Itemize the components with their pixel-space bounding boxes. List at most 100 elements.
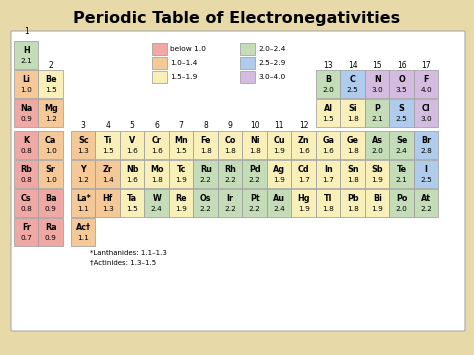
- Bar: [365, 131, 390, 159]
- Text: 1.8: 1.8: [347, 206, 359, 212]
- Text: 2.4: 2.4: [151, 206, 163, 212]
- Text: W: W: [152, 194, 161, 203]
- Bar: [267, 160, 292, 188]
- Bar: [120, 160, 145, 188]
- Bar: [152, 57, 167, 69]
- Text: Os: Os: [200, 194, 211, 203]
- FancyBboxPatch shape: [11, 31, 465, 331]
- Bar: [365, 189, 390, 217]
- Text: 1.8: 1.8: [347, 116, 359, 122]
- Text: 2.0–2.4: 2.0–2.4: [258, 46, 285, 52]
- Text: Mg: Mg: [44, 104, 58, 113]
- Text: 1.8: 1.8: [200, 148, 212, 154]
- Bar: [267, 189, 292, 217]
- Bar: [390, 189, 414, 217]
- Bar: [414, 99, 438, 127]
- Text: 1.7: 1.7: [298, 177, 310, 183]
- Text: 3.0: 3.0: [420, 116, 432, 122]
- Bar: [340, 160, 365, 188]
- Bar: [38, 218, 63, 246]
- Text: 1.0–1.4: 1.0–1.4: [170, 60, 197, 66]
- Text: 10: 10: [250, 121, 260, 131]
- Text: 2.1: 2.1: [396, 177, 408, 183]
- Text: Zn: Zn: [298, 136, 310, 145]
- Text: 1.5: 1.5: [102, 148, 114, 154]
- Text: 1.6: 1.6: [151, 148, 163, 154]
- Bar: [95, 160, 120, 188]
- Text: Y: Y: [81, 165, 86, 174]
- Text: 1.8: 1.8: [224, 148, 236, 154]
- Text: Si: Si: [348, 104, 357, 113]
- Bar: [152, 71, 167, 83]
- Text: Ac†: Ac†: [76, 223, 91, 232]
- Bar: [240, 71, 255, 83]
- Bar: [145, 189, 169, 217]
- Text: 12: 12: [299, 121, 309, 131]
- Bar: [316, 70, 340, 98]
- Bar: [14, 189, 38, 217]
- Text: 2.2: 2.2: [249, 206, 261, 212]
- Bar: [145, 160, 169, 188]
- Text: 1.4: 1.4: [102, 177, 114, 183]
- Bar: [14, 160, 38, 188]
- Bar: [71, 160, 95, 188]
- Text: 1.5–1.9: 1.5–1.9: [170, 74, 197, 80]
- Text: 4.0: 4.0: [420, 87, 432, 93]
- Text: 15: 15: [373, 60, 382, 70]
- Text: Pt: Pt: [250, 194, 260, 203]
- Text: Au: Au: [273, 194, 285, 203]
- Text: Sb: Sb: [372, 165, 383, 174]
- Bar: [14, 131, 38, 159]
- Text: Ag: Ag: [273, 165, 285, 174]
- Bar: [414, 189, 438, 217]
- Text: 2.5: 2.5: [396, 116, 408, 122]
- Bar: [38, 131, 63, 159]
- Text: 14: 14: [348, 60, 357, 70]
- Text: Tc: Tc: [176, 165, 186, 174]
- Text: Fe: Fe: [201, 136, 211, 145]
- Text: 2.2: 2.2: [249, 177, 261, 183]
- Text: 7: 7: [179, 121, 184, 131]
- Bar: [38, 99, 63, 127]
- Text: 1.5: 1.5: [175, 148, 187, 154]
- Text: 2: 2: [48, 60, 53, 70]
- Bar: [292, 131, 316, 159]
- Bar: [292, 189, 316, 217]
- Text: Pb: Pb: [347, 194, 358, 203]
- Bar: [71, 189, 95, 217]
- Text: 1.9: 1.9: [175, 206, 187, 212]
- Bar: [14, 99, 38, 127]
- Bar: [390, 131, 414, 159]
- Text: Periodic Table of Electronegativities: Periodic Table of Electronegativities: [73, 11, 401, 26]
- Text: Mn: Mn: [174, 136, 188, 145]
- Text: 2.2: 2.2: [224, 206, 236, 212]
- Bar: [95, 131, 120, 159]
- Text: 1.9: 1.9: [371, 177, 383, 183]
- Bar: [316, 160, 340, 188]
- Bar: [316, 131, 340, 159]
- Bar: [292, 160, 316, 188]
- Text: 17: 17: [421, 60, 431, 70]
- Text: 2.1: 2.1: [371, 116, 383, 122]
- Text: 4: 4: [105, 121, 110, 131]
- Text: 2.4: 2.4: [273, 206, 285, 212]
- Text: Cl: Cl: [422, 104, 430, 113]
- Text: 1.5: 1.5: [127, 206, 138, 212]
- Text: 1.3: 1.3: [77, 148, 89, 154]
- Text: 1.0: 1.0: [45, 177, 57, 183]
- Bar: [193, 189, 218, 217]
- Text: Ru: Ru: [200, 165, 212, 174]
- Text: Tl: Tl: [324, 194, 332, 203]
- Bar: [14, 70, 38, 98]
- Text: 2.8: 2.8: [420, 148, 432, 154]
- Text: 3.0–4.0: 3.0–4.0: [258, 74, 285, 80]
- Text: 5: 5: [130, 121, 135, 131]
- Bar: [14, 218, 38, 246]
- Text: Li: Li: [22, 75, 30, 84]
- Bar: [365, 160, 390, 188]
- Text: I: I: [425, 165, 428, 174]
- Text: Fr: Fr: [22, 223, 31, 232]
- Text: 2.5: 2.5: [420, 177, 432, 183]
- Text: 2.5–2.9: 2.5–2.9: [258, 60, 285, 66]
- Text: 1.2: 1.2: [45, 116, 57, 122]
